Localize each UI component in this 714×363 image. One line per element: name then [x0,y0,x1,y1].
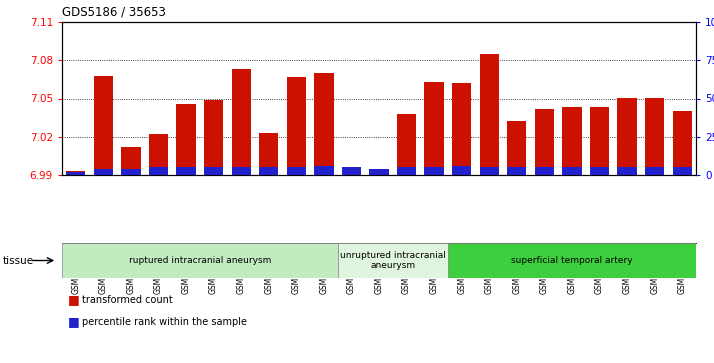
Bar [259,133,278,175]
Bar [231,69,251,175]
Bar [338,243,448,278]
Text: GSM1306899: GSM1306899 [457,243,466,294]
Bar [176,103,196,175]
Bar [507,122,526,175]
Bar [480,54,499,175]
Bar [149,134,168,175]
Text: ■: ■ [68,315,79,328]
Bar [673,167,692,175]
Text: GSM1306886: GSM1306886 [99,243,108,294]
Bar [645,98,664,175]
Bar [286,77,306,175]
Bar [121,147,141,175]
Bar [618,98,637,175]
Text: ruptured intracranial aneurysm: ruptured intracranial aneurysm [129,256,271,265]
Bar [618,167,637,175]
Text: GSM1306888: GSM1306888 [154,243,163,294]
Text: GSM1306896: GSM1306896 [375,243,383,294]
Bar [94,76,113,175]
Bar [121,169,141,175]
Bar [535,109,554,175]
Bar [204,167,223,175]
Text: superficial temporal artery: superficial temporal artery [511,256,633,265]
Bar [149,167,168,175]
Text: GSM1306890: GSM1306890 [209,243,218,294]
Bar [590,107,609,175]
Bar [231,167,251,175]
Bar [314,73,333,175]
Bar [563,167,582,175]
Text: GSM1306885: GSM1306885 [71,243,80,294]
Text: GSM1306894: GSM1306894 [319,243,328,294]
Text: ■: ■ [68,293,79,306]
Bar [452,83,471,175]
Bar [397,114,416,175]
Text: unruptured intracranial
aneurysm: unruptured intracranial aneurysm [340,251,446,270]
Bar [62,243,338,278]
Bar [314,166,333,175]
Bar [397,167,416,175]
Text: GSM1306893: GSM1306893 [292,243,301,294]
Text: percentile rank within the sample: percentile rank within the sample [82,317,247,327]
Bar [507,167,526,175]
Text: GSM1306895: GSM1306895 [347,243,356,294]
Bar [369,169,388,175]
Bar [94,169,113,175]
Text: GSM1306887: GSM1306887 [126,243,136,294]
Text: GSM1306900: GSM1306900 [485,243,494,294]
Bar [425,82,444,175]
Text: transformed count: transformed count [82,295,173,305]
Bar [452,166,471,175]
Bar [66,171,86,175]
Bar [448,243,696,278]
Bar [590,167,609,175]
Text: GSM1306901: GSM1306901 [513,243,521,294]
Bar [286,167,306,175]
Bar [259,167,278,175]
Text: GSM1306891: GSM1306891 [236,243,246,294]
Bar [176,167,196,175]
Bar [535,167,554,175]
Text: GDS5186 / 35653: GDS5186 / 35653 [62,5,166,19]
Text: GSM1306903: GSM1306903 [568,243,576,294]
Text: GSM1306905: GSM1306905 [623,243,632,294]
Text: GSM1306892: GSM1306892 [264,243,273,294]
Text: tissue: tissue [3,256,34,265]
Bar [425,167,444,175]
Text: GSM1306904: GSM1306904 [595,243,604,294]
Bar [563,107,582,175]
Bar [369,171,388,175]
Text: GSM1306889: GSM1306889 [181,243,191,294]
Bar [66,172,86,175]
Text: GSM1306907: GSM1306907 [678,243,687,294]
Bar [645,167,664,175]
Bar [204,100,223,175]
Text: GSM1306906: GSM1306906 [650,243,659,294]
Bar [342,169,361,175]
Bar [342,167,361,175]
Bar [673,111,692,175]
Bar [480,167,499,175]
Text: GSM1306898: GSM1306898 [430,243,438,294]
Text: GSM1306902: GSM1306902 [540,243,549,294]
Text: GSM1306897: GSM1306897 [402,243,411,294]
